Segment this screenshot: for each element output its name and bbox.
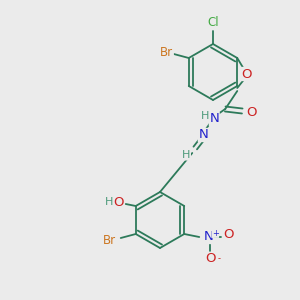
- Text: H: H: [201, 111, 209, 121]
- Text: N: N: [198, 128, 208, 142]
- Text: Cl: Cl: [207, 16, 219, 28]
- Text: O: O: [205, 253, 215, 266]
- Text: Br: Br: [103, 235, 116, 248]
- Text: O: O: [241, 68, 251, 80]
- Text: H: H: [105, 197, 113, 207]
- Text: O: O: [246, 106, 256, 118]
- Text: Br: Br: [160, 46, 173, 59]
- Text: N: N: [203, 230, 213, 244]
- Text: O: O: [223, 229, 233, 242]
- Text: +: +: [212, 229, 219, 238]
- Text: O: O: [113, 196, 124, 208]
- Text: N: N: [209, 112, 219, 125]
- Text: -: -: [218, 254, 221, 263]
- Text: H: H: [182, 150, 190, 160]
